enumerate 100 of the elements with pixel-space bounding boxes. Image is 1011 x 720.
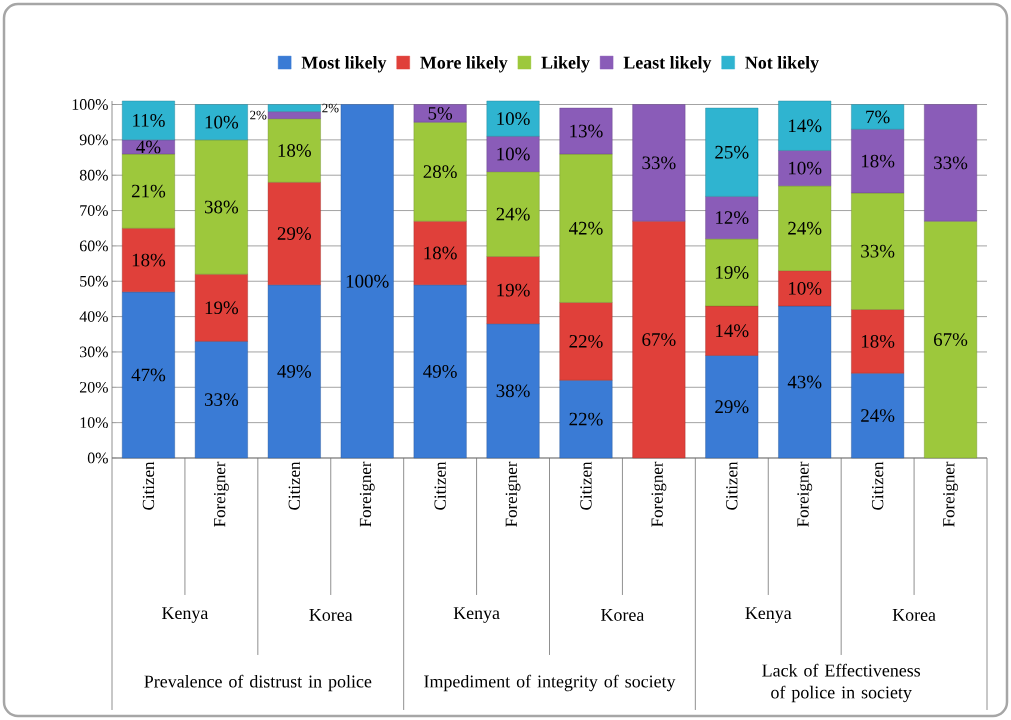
bar [122,228,175,293]
y-tick-label: 50% [80,275,108,287]
text: Kenya [162,607,209,623]
data-label: 33% [642,156,676,170]
data-label: 28% [423,165,457,179]
data-label: 12% [716,211,749,225]
y-tick-label: 40% [79,311,108,322]
data-label: 24% [496,207,530,221]
bar [486,136,540,172]
bar [122,100,175,141]
bar [778,100,832,151]
y-tick-label: 100% [72,99,108,110]
data-label: 38% [204,200,239,214]
data-label: 19% [716,266,749,279]
x-tick-label: Citizen [142,461,155,510]
bar [851,309,905,374]
data-label: 13% [570,124,603,138]
bar [194,104,248,141]
data-label: 49% [277,364,311,378]
data-label: 67% [642,333,676,346]
x-tick-label: Foreigner [651,461,667,527]
x-tick-label: Citizen [580,461,592,510]
y-tick-label: 80% [79,169,108,181]
data-label: 11% [133,114,165,127]
x-tick-label: Foreigner [213,461,229,527]
text: Impediment of integrity of society [424,674,676,692]
bar [340,104,394,459]
legend-label: Most likely [301,56,387,73]
bar [559,380,613,459]
data-label: 24% [788,221,822,235]
y-tick-label: 30% [80,346,108,358]
x-tick-label: Citizen [871,461,884,510]
data-label: 10% [205,115,239,129]
data-label: 21% [131,184,166,198]
bar [778,185,832,271]
data-label: 10% [497,112,530,126]
data-label: 14% [789,119,822,133]
bar [924,104,977,222]
legend-label: More likely [420,56,508,73]
data-label: 29% [277,227,311,240]
data-label: 19% [497,283,530,297]
y-tick-label: 20% [79,381,108,393]
bar [778,270,832,307]
x-tick-label: Foreigner [797,461,813,527]
y-tick-label: 70% [80,205,108,216]
data-label: 18% [132,253,166,267]
bar [559,302,613,381]
bar [194,273,248,342]
legend-label: Least likely [623,56,712,73]
bar [851,129,905,194]
x-tick-label: Foreigner [359,461,375,527]
bar [632,220,686,459]
data-label: 100% [346,274,389,288]
bar [194,139,248,275]
bar [778,305,832,459]
data-label: 18% [861,154,895,168]
bar [267,182,321,285]
data-label: 42% [569,221,603,235]
data-label: 10% [789,281,822,295]
bar [705,196,759,240]
bar [413,121,467,222]
data-label: 43% [787,375,822,389]
bar [122,153,175,229]
data-label: 33% [861,244,895,258]
bar [705,305,759,356]
bar [851,104,905,130]
bar [486,256,540,324]
x-tick-label: Foreigner [943,461,958,527]
legend-label: Likely [541,56,590,73]
x-tick-label: Citizen [434,461,446,510]
bar [413,284,467,459]
y-tick-label: 60% [79,240,108,252]
data-label: 18% [424,246,457,260]
text: Kenya [453,607,500,623]
bar [194,341,248,459]
bar [486,171,540,257]
data-label: 4% [136,140,161,154]
data-label: 67% [934,333,968,346]
bar [851,192,905,310]
data-label: 22% [569,412,603,426]
data-label: 5% [428,106,453,120]
bar [778,150,832,187]
bar [559,107,613,155]
legend-label: Not likely [745,56,819,73]
data-label: 2% [322,103,339,113]
data-label: 18% [278,144,311,157]
data-label: 18% [861,334,895,348]
x-tick-label: Citizen [726,461,738,510]
data-label: 10% [789,161,822,175]
y-tick-label: 0% [87,452,108,464]
bar [267,118,321,183]
data-label: 47% [131,368,166,382]
x-tick-label: Foreigner [505,461,521,527]
bar [413,104,467,123]
data-label: 33% [934,156,968,170]
text: Kenya [745,607,792,623]
bar [122,291,175,459]
bar [705,355,759,459]
bar [267,104,321,112]
data-label: 7% [866,110,890,124]
